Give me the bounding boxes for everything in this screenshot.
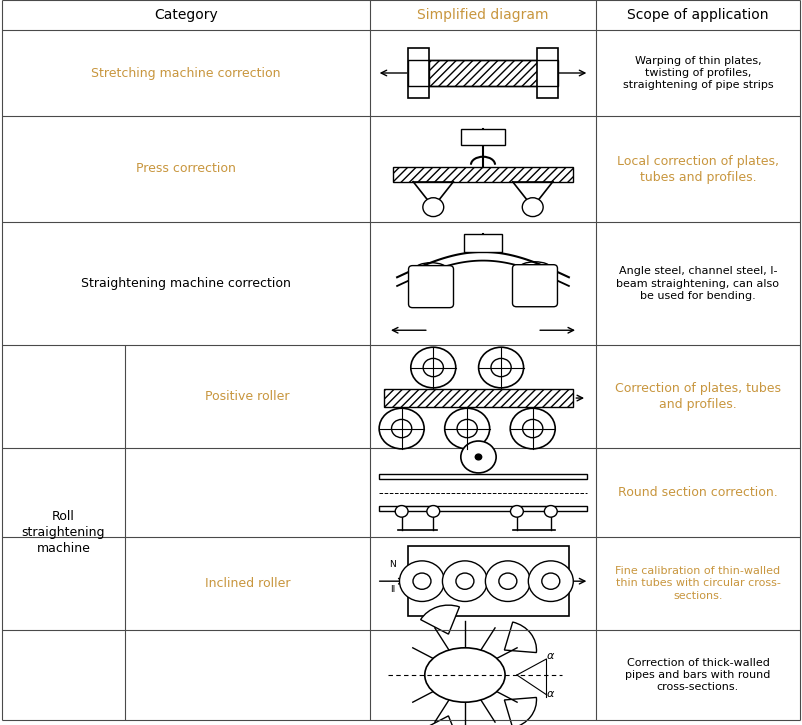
Text: Angle steel, channel steel, I-
beam straightening, can also
be used for bending.: Angle steel, channel steel, I- beam stra… bbox=[616, 266, 779, 301]
Wedge shape bbox=[504, 622, 536, 652]
Bar bbox=[428, 60, 537, 86]
Circle shape bbox=[423, 198, 444, 217]
Bar bbox=[460, 129, 504, 144]
Circle shape bbox=[442, 561, 487, 602]
Text: Straightening machine correction: Straightening machine correction bbox=[81, 277, 290, 290]
Circle shape bbox=[528, 561, 573, 602]
Circle shape bbox=[412, 573, 431, 589]
Text: Correction of plates, tubes
and profiles.: Correction of plates, tubes and profiles… bbox=[614, 382, 780, 411]
Bar bbox=[383, 389, 573, 407]
Circle shape bbox=[484, 561, 529, 602]
Circle shape bbox=[379, 408, 423, 449]
Circle shape bbox=[456, 573, 473, 589]
Circle shape bbox=[456, 420, 476, 438]
FancyBboxPatch shape bbox=[512, 265, 557, 307]
Circle shape bbox=[395, 505, 407, 517]
Circle shape bbox=[541, 573, 559, 589]
Text: N: N bbox=[389, 560, 395, 568]
Text: Press correction: Press correction bbox=[136, 162, 236, 175]
Circle shape bbox=[444, 408, 489, 449]
Bar bbox=[392, 167, 573, 182]
FancyBboxPatch shape bbox=[408, 265, 453, 307]
Bar bbox=[408, 547, 568, 616]
Text: II: II bbox=[390, 585, 395, 594]
Circle shape bbox=[521, 198, 542, 217]
Text: Roll
straightening
machine: Roll straightening machine bbox=[22, 510, 105, 555]
Circle shape bbox=[391, 420, 411, 438]
Circle shape bbox=[544, 505, 557, 517]
Text: Scope of application: Scope of application bbox=[626, 8, 768, 22]
Circle shape bbox=[399, 561, 444, 602]
Circle shape bbox=[427, 505, 439, 517]
Wedge shape bbox=[420, 716, 459, 725]
Circle shape bbox=[498, 573, 516, 589]
Bar bbox=[379, 473, 586, 479]
Circle shape bbox=[509, 408, 554, 449]
Wedge shape bbox=[420, 605, 459, 634]
Circle shape bbox=[475, 454, 481, 460]
Circle shape bbox=[522, 420, 542, 438]
Circle shape bbox=[478, 347, 523, 388]
Wedge shape bbox=[504, 697, 536, 725]
Text: Simplified diagram: Simplified diagram bbox=[417, 8, 548, 22]
Text: α: α bbox=[545, 689, 553, 699]
Text: Category: Category bbox=[154, 8, 217, 22]
Text: Positive roller: Positive roller bbox=[205, 390, 290, 403]
Text: Inclined roller: Inclined roller bbox=[205, 577, 290, 590]
Text: Local correction of plates,
tubes and profiles.: Local correction of plates, tubes and pr… bbox=[616, 154, 778, 183]
Circle shape bbox=[510, 505, 523, 517]
Text: Round section correction.: Round section correction. bbox=[618, 486, 777, 499]
Bar bbox=[408, 48, 428, 98]
Circle shape bbox=[423, 358, 443, 377]
Circle shape bbox=[490, 358, 511, 377]
Circle shape bbox=[460, 441, 496, 473]
Bar bbox=[463, 234, 501, 252]
Text: Stretching machine correction: Stretching machine correction bbox=[91, 67, 281, 80]
Bar bbox=[408, 60, 557, 86]
Ellipse shape bbox=[424, 648, 504, 703]
Circle shape bbox=[411, 347, 456, 388]
Text: α: α bbox=[545, 651, 553, 661]
Bar bbox=[379, 505, 586, 511]
Text: Correction of thick-walled
pipes and bars with round
cross-sections.: Correction of thick-walled pipes and bar… bbox=[625, 658, 770, 692]
Text: Fine calibration of thin-walled
thin tubes with circular cross-
sections.: Fine calibration of thin-walled thin tub… bbox=[614, 566, 780, 601]
Text: Warping of thin plates,
twisting of profiles,
straightening of pipe strips: Warping of thin plates, twisting of prof… bbox=[622, 56, 772, 91]
Bar bbox=[537, 48, 557, 98]
